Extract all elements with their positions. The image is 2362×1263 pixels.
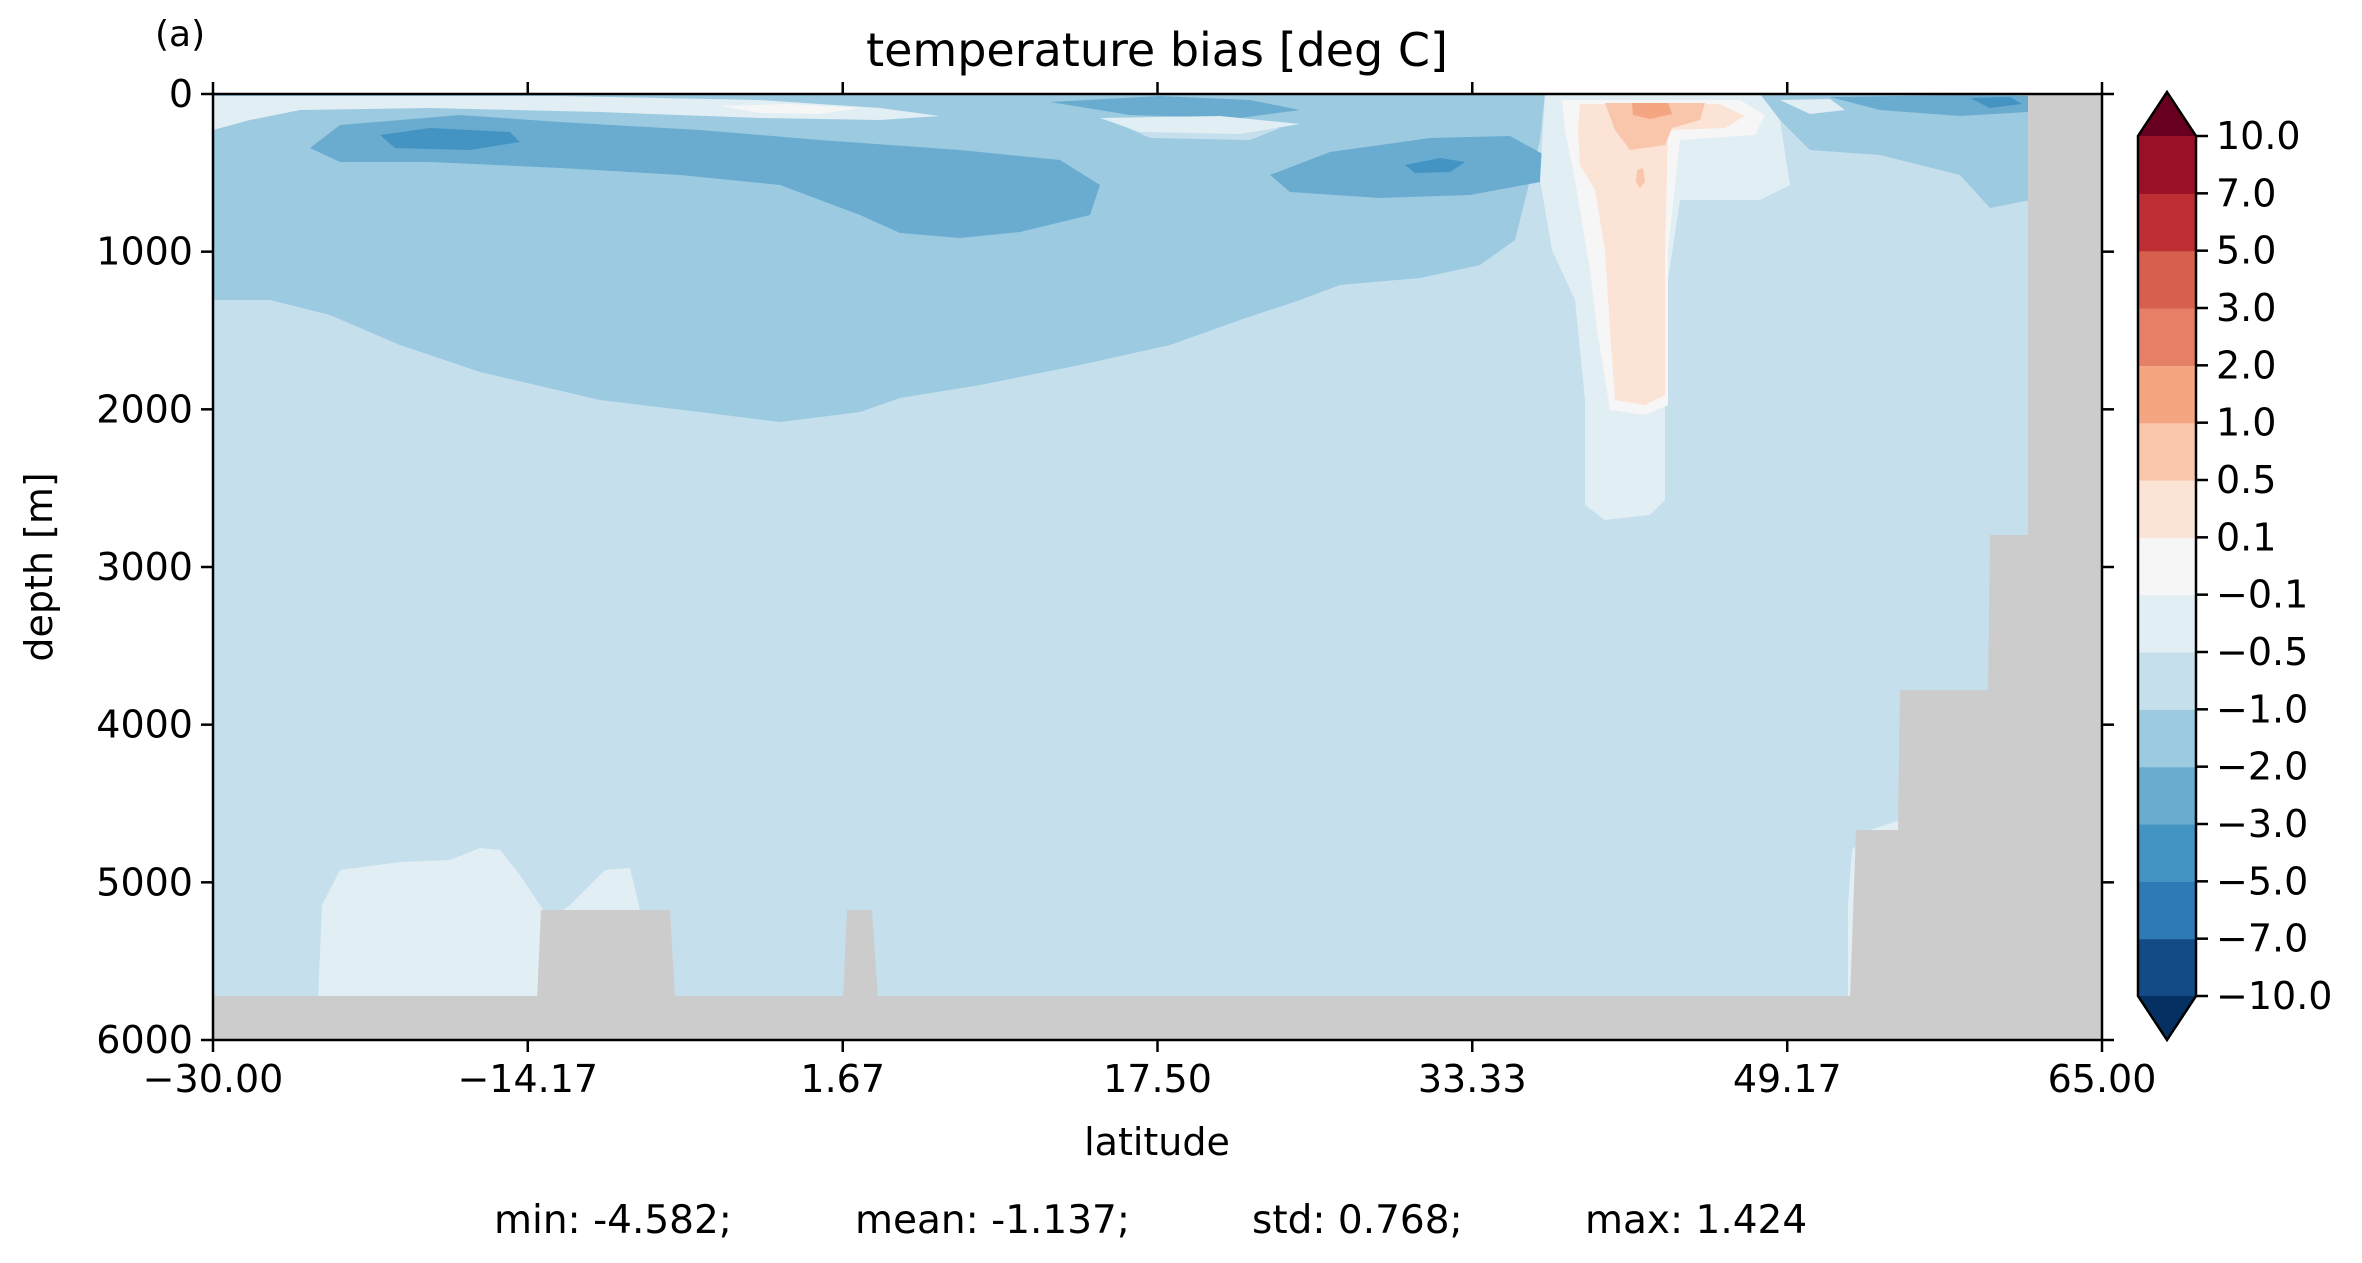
heat-band-minus3-surface [1050,96,1300,118]
x-tick-label: 17.50 [1103,1057,1212,1101]
x-tick-label: 49.17 [1733,1057,1842,1101]
colorbar-tick-label: 10.0 [2216,114,2301,158]
colorbar-segment [2138,250,2196,309]
stats-line: min: -4.582; mean: -1.137; std: 0.768; m… [0,1198,2362,1248]
colorbar-segment [2138,422,2196,481]
x-tick-label: −14.17 [457,1057,598,1101]
x-axis-label: latitude [1084,1120,1230,1164]
panel-label: (a) [155,14,205,55]
colorbar-segment [2138,537,2196,596]
colorbar-tick-label: −0.1 [2216,573,2308,617]
heat-band-surface-streak-1 [213,96,940,130]
y-axis-label: depth [m] [17,472,61,661]
heat-band-minus3-west [310,115,1100,238]
colorbar-tick-label: 2.0 [2216,343,2276,387]
colorbar-segment [2138,766,2196,825]
y-tick-label: 6000 [96,1018,193,1062]
stat-std: std: 0.768; [1252,1198,1463,1243]
heat-band-plume-plus05 [1605,103,1705,150]
colorbar-segment [2138,594,2196,653]
heatmap-field [213,94,2102,1040]
colorbar-tick-label: 3.0 [2216,286,2276,330]
colorbar-segment [2138,709,2196,768]
y-tick-label: 3000 [96,545,193,589]
stat-mean: mean: -1.137; [855,1198,1130,1243]
colorbar-segment [2138,881,2196,940]
heat-band-plume-plus1 [1632,103,1672,119]
land-mask [213,94,2102,1040]
colorbar-segment [2138,308,2196,366]
x-tick-label: 1.67 [800,1057,885,1101]
land-ridge-equator [843,910,878,1000]
x-tick-label: 65.00 [2048,1057,2157,1101]
heat-band-minus5-east [1405,158,1465,173]
colorbar-tick-label: 1.0 [2216,401,2276,445]
colorbar-segment [2138,652,2196,710]
colorbar-tick-label: −3.0 [2216,802,2308,846]
heat-band-upper-right [1760,94,2030,208]
colorbar: −10.0 −7.0 −5.0 −3.0 −2.0 −1.0 −0.5 −0.1 0.1 0.5 1… [2136,89,2332,1043]
colorbar-tick-label: 5.0 [2216,229,2276,273]
colorbar-segment [2138,193,2196,252]
chart-title: temperature bias [deg C] [866,23,1448,77]
land-shelf-north [1850,94,2102,1000]
heat-band-surface-streak-4 [1780,99,1845,114]
land-ridge-south [537,910,675,1000]
heat-band-surface-streak-3 [1100,116,1300,134]
colorbar-extend-max [2138,92,2196,136]
heat-band-upper-minus2 [213,94,1545,422]
colorbar-tick-label: −1.0 [2216,687,2308,731]
heat-band-minus5-west [380,128,520,150]
heat-band-minus5-north [1970,97,2022,108]
y-tick-label: 4000 [96,703,193,747]
colorbar-segment [2138,136,2196,194]
colorbar-tick-label: −10.0 [2216,974,2332,1018]
x-tick-label: −30.00 [143,1057,284,1101]
colorbar-tick-label: 0.1 [2216,515,2276,559]
colorbar-tick-label: −5.0 [2216,859,2308,903]
y-tick-label: 5000 [96,860,193,904]
stat-min: min: -4.582; [494,1198,732,1243]
heat-band-surface-streak-2 [720,104,860,114]
y-tick-label: 2000 [96,387,193,431]
stat-max: max: 1.424 [1585,1198,1808,1243]
colorbar-tick-label: −0.5 [2216,630,2308,674]
y-axis: 0 1000 2000 3000 4000 5000 6000 [96,72,2114,1062]
colorbar-tick-label: −2.0 [2216,745,2308,789]
colorbar-tick-label: −7.0 [2216,917,2308,961]
colorbar-extend-min [2138,996,2196,1040]
y-tick-label: 0 [169,72,193,116]
land-seafloor [213,996,2102,1040]
y-tick-label: 1000 [96,230,193,274]
x-axis: −30.00 −14.17 1.67 17.50 33.33 49.17 65.00 [143,82,2157,1101]
colorbar-tick-label: 7.0 [2216,171,2276,215]
x-tick-label: 33.33 [1418,1057,1527,1101]
colorbar-segment [2138,938,2196,997]
colorbar-segment [2138,824,2196,882]
colorbar-segment [2138,480,2196,538]
heat-band-plume-plus01 [1578,104,1745,405]
colorbar-segment [2138,365,2196,424]
heat-band-plume-spot [1636,168,1645,188]
colorbar-tick-label: 0.5 [2216,458,2276,502]
